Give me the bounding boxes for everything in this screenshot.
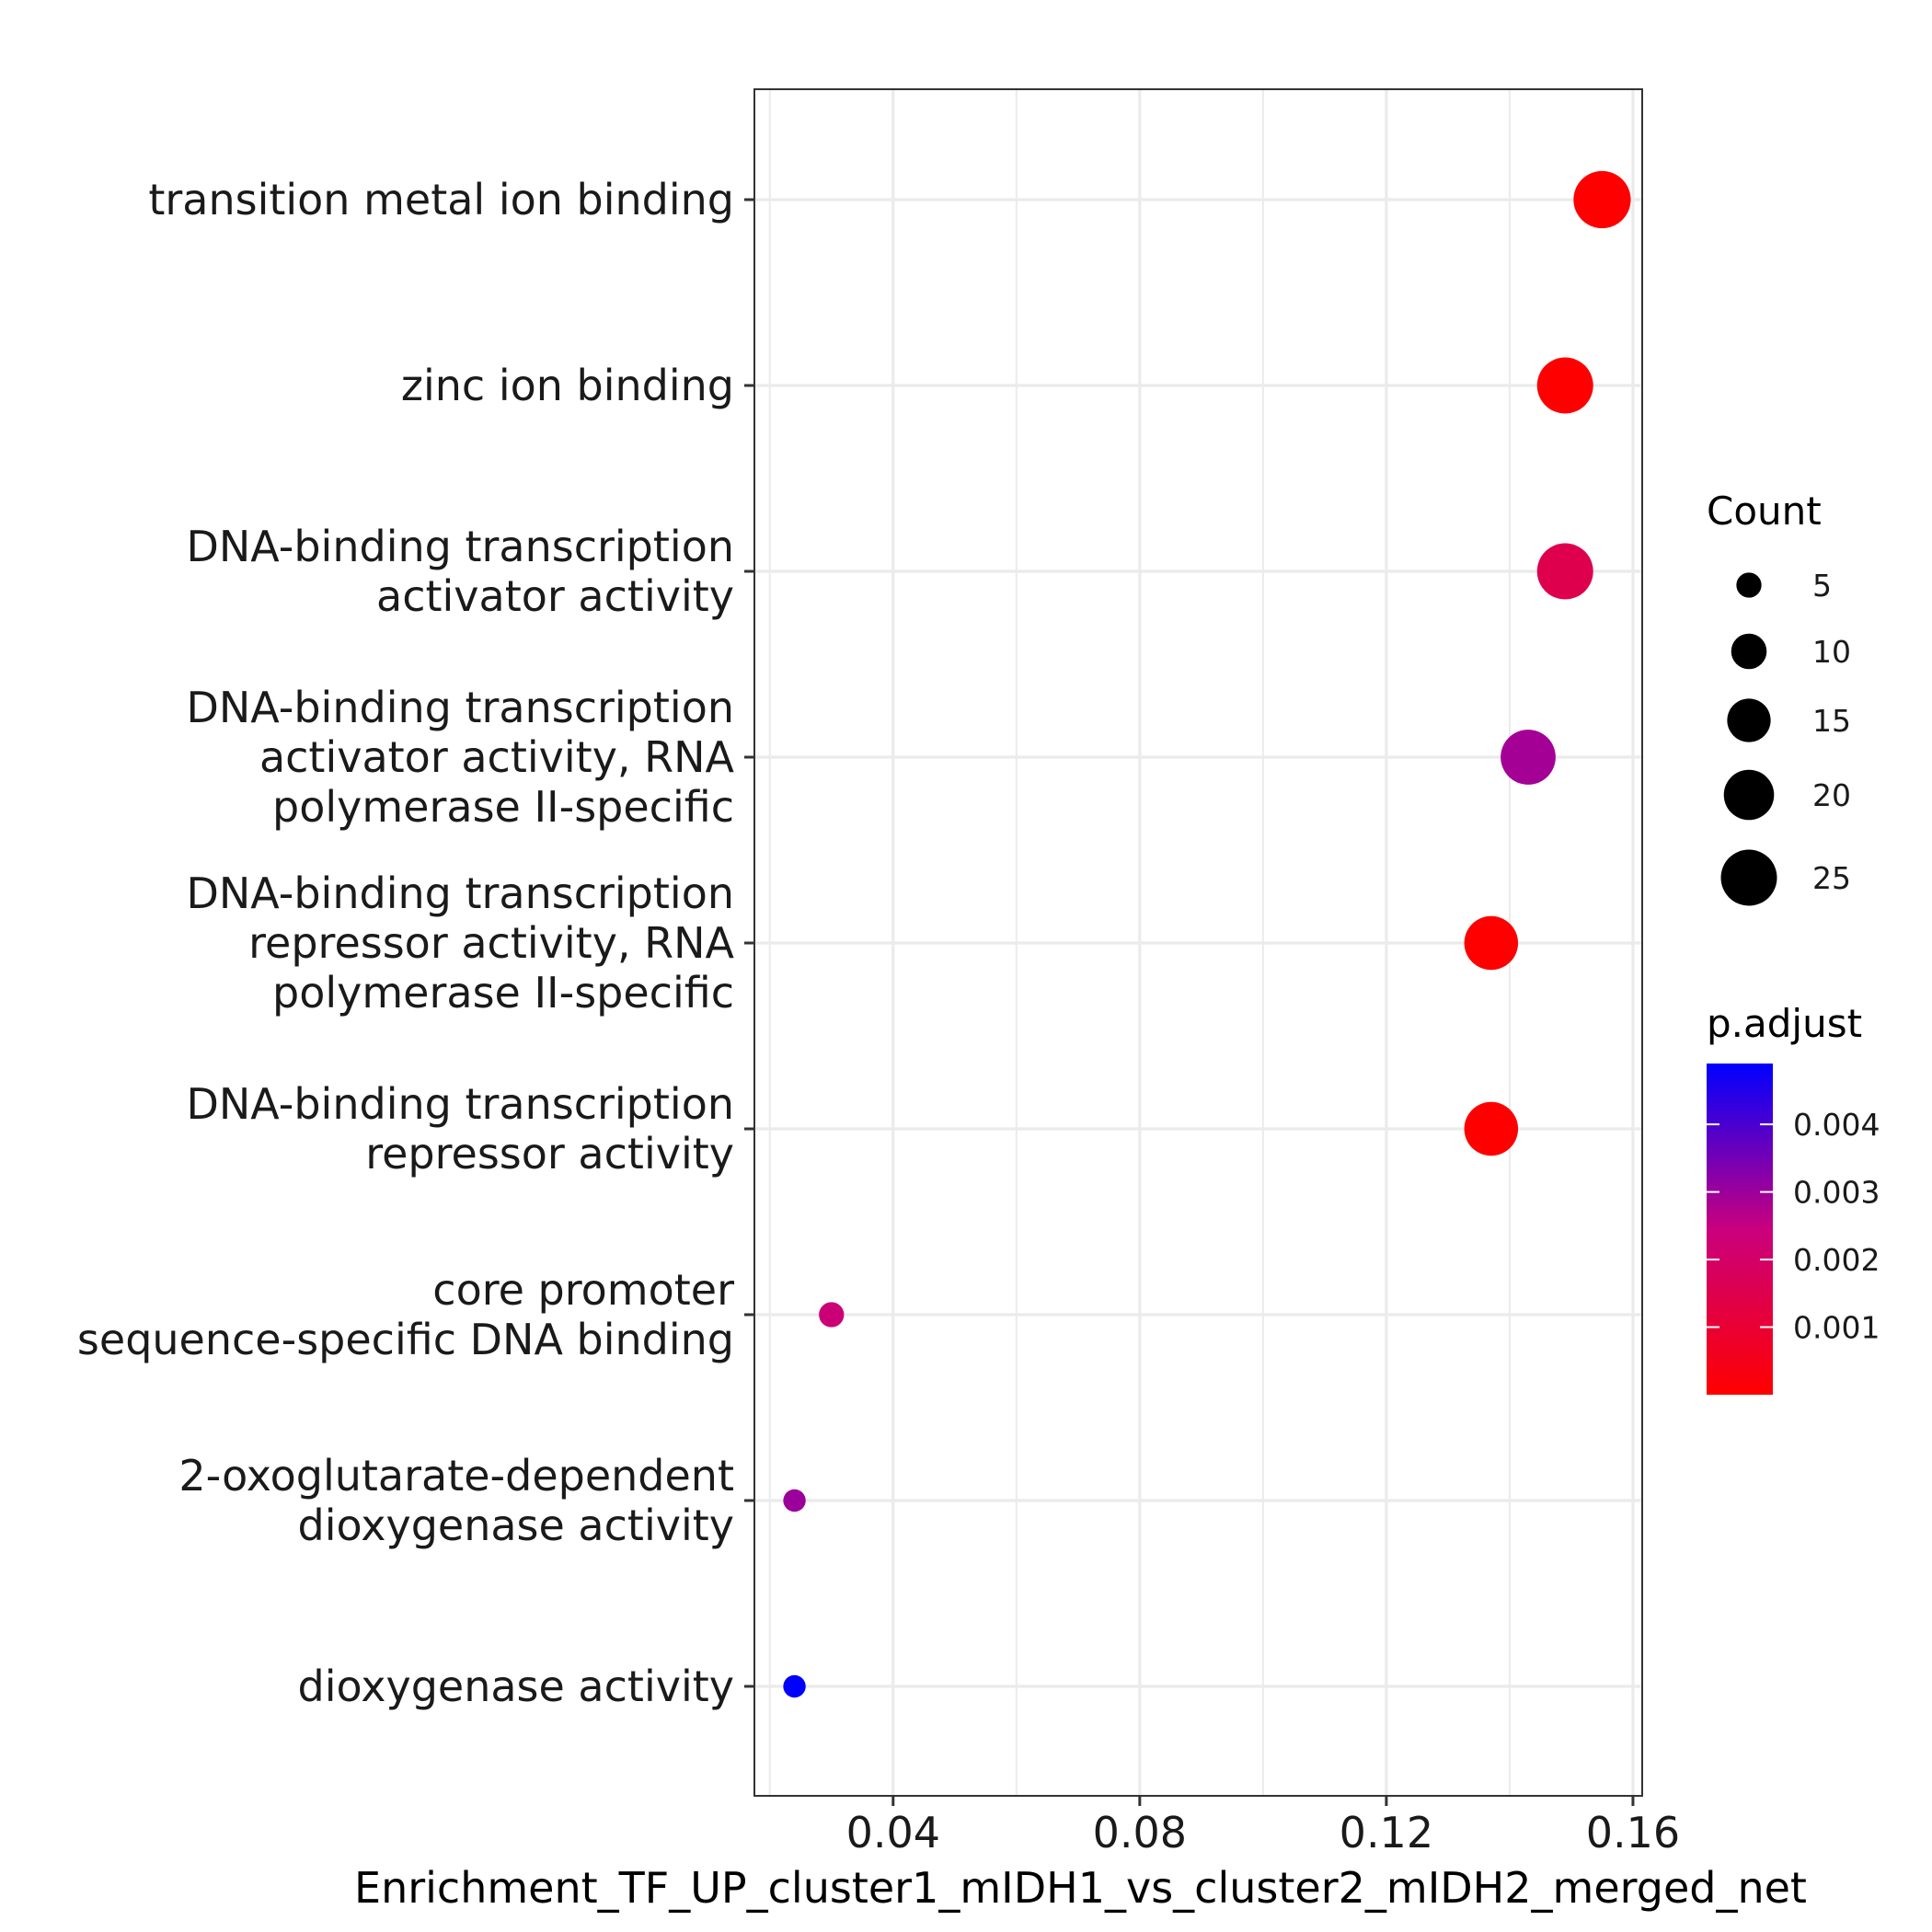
count-legend-label: 5 [1812, 568, 1832, 604]
p-adjust-legend-title: p.adjust [1707, 1001, 1862, 1046]
data-point [819, 1302, 845, 1328]
y-tick-label: DNA-binding transcription repressor activ… [186, 1079, 734, 1179]
x-tick-label: 0.12 [1340, 1808, 1433, 1857]
y-tick-label: dioxygenase activity [298, 1662, 734, 1711]
data-point [1536, 357, 1593, 414]
data-point [1501, 730, 1556, 785]
y-tick-label: 2-oxoglutarate-dependent dioxygenase acti… [178, 1451, 734, 1550]
count-legend-title: Count [1707, 489, 1822, 534]
x-tick-label: 0.16 [1586, 1808, 1680, 1857]
x-tick-label: 0.04 [846, 1808, 940, 1857]
count-legend-label: 15 [1812, 703, 1851, 739]
count-legend-key [1731, 633, 1767, 670]
count-legend-label: 10 [1812, 634, 1851, 670]
data-point [1536, 543, 1593, 600]
x-axis: 0.04 0.08 0.12 0.16 [846, 1796, 1680, 1857]
grid-major [754, 89, 1642, 1796]
data-points [783, 170, 1631, 1698]
count-legend-key [1723, 769, 1775, 821]
count-legend-label: 20 [1812, 777, 1851, 813]
count-legend-key [1720, 849, 1777, 906]
count-legend-label: 25 [1812, 860, 1851, 896]
y-axis: transition metal ion binding zinc ion bin… [77, 175, 754, 1711]
y-tick-label: zinc ion binding [401, 361, 734, 410]
y-tick-label: DNA-binding transcription activator activ… [186, 522, 734, 621]
y-tick-label: DNA-binding transcription activator activ… [186, 683, 734, 832]
y-tick-label: core promoter sequence-specific DNA bindi… [77, 1265, 734, 1364]
p-adjust-colorbar [1707, 1064, 1773, 1395]
data-point [1573, 170, 1631, 229]
data-point [783, 1674, 806, 1698]
p-adjust-legend-label: 0.002 [1793, 1242, 1880, 1278]
data-point [1464, 1101, 1519, 1156]
data-point [1464, 915, 1519, 971]
y-tick-label: transition metal ion binding [148, 175, 734, 224]
y-tick-label: DNA-binding transcription repressor activ… [186, 868, 734, 1018]
count-legend: Count 5 10 15 20 25 [1707, 489, 1851, 906]
count-legend-key [1727, 698, 1771, 742]
x-tick-label: 0.08 [1093, 1808, 1187, 1857]
p-adjust-legend: p.adjust 0.004 0.003 0.002 0.001 [1707, 1001, 1880, 1395]
x-axis-title: Enrichment_TF_UP_cluster1_mIDH1_vs_clust… [354, 1863, 1807, 1913]
data-point [783, 1489, 806, 1512]
p-adjust-legend-label: 0.003 [1793, 1175, 1880, 1211]
count-legend-key [1736, 572, 1762, 598]
p-adjust-legend-label: 0.004 [1793, 1107, 1880, 1143]
p-adjust-legend-label: 0.001 [1793, 1310, 1880, 1346]
